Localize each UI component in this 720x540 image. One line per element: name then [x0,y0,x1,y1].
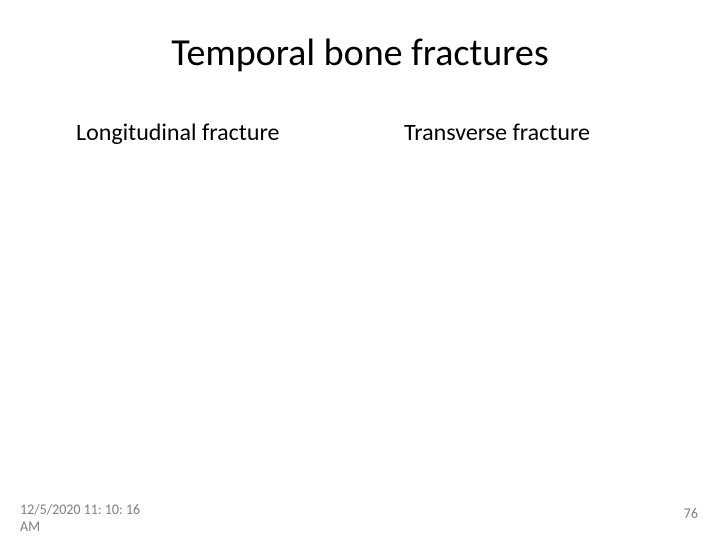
footer-timestamp-line2: AM [20,519,140,536]
left-column-heading: Longitudinal fracture [76,118,279,147]
footer-page-number: 76 [684,505,698,522]
right-column-heading: Transverse fracture [404,118,590,147]
footer-timestamp-line1: 12/5/2020 11: 10: 16 [20,502,140,519]
footer-timestamp: 12/5/2020 11: 10: 16 AM [20,502,140,536]
slide-title: Temporal bone fractures [0,30,720,76]
